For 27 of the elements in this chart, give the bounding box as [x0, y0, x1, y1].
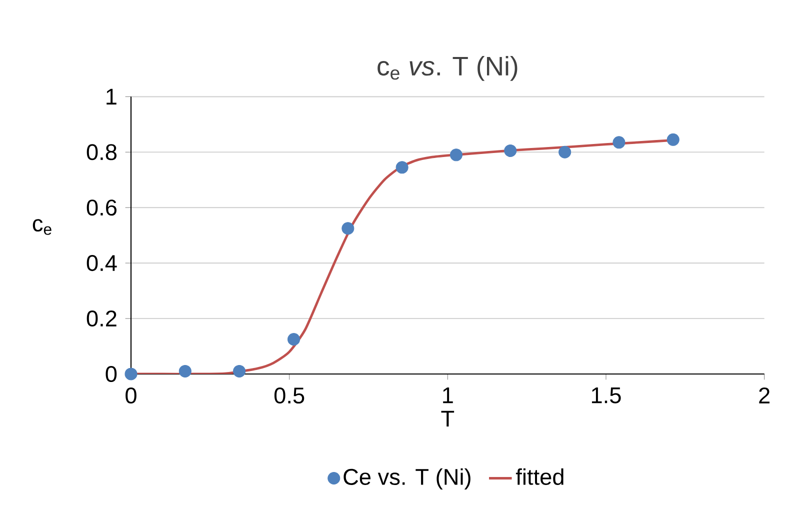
- y-tick-label: 0.6: [86, 200, 116, 216]
- x-axis-title: T: [441, 410, 454, 427]
- point: [666, 133, 680, 146]
- point: [342, 222, 354, 235]
- point: [124, 368, 138, 380]
- point: [558, 146, 572, 158]
- point: [396, 161, 408, 174]
- y-tick-label: 1: [106, 88, 116, 104]
- legend-label: Ce vs. T (Ni): [344, 468, 470, 490]
- y-tick-label: 0.4: [86, 255, 117, 272]
- point: [504, 144, 517, 158]
- legend-label: fitted: [516, 468, 564, 485]
- x-tick-label: 0.5: [274, 388, 304, 404]
- y-tick-label: 0: [106, 366, 117, 382]
- x-tick-label: 1: [443, 388, 453, 404]
- x-tick-label: 0: [126, 388, 136, 404]
- point: [233, 364, 246, 378]
- point: [450, 148, 462, 162]
- y-tick-label: 0.2: [86, 310, 116, 327]
- point: [612, 136, 626, 149]
- y-tick-label: 0.8: [86, 144, 117, 160]
- y-axis-title: c$_{e}$: [32, 219, 52, 235]
- x-tick-label: 2: [759, 388, 770, 404]
- point: [178, 364, 192, 378]
- chart-title: c$_{e}$ vs. T (Ni): [378, 56, 518, 81]
- x-tick-label: 1.5: [592, 388, 621, 404]
- point: [287, 333, 300, 346]
